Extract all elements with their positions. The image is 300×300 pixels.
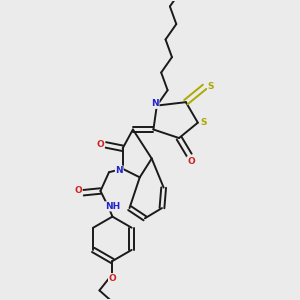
Text: O: O xyxy=(187,157,195,166)
Text: N: N xyxy=(116,166,123,175)
Text: O: O xyxy=(74,187,82,196)
Text: S: S xyxy=(201,118,207,127)
Text: S: S xyxy=(208,82,214,91)
Text: O: O xyxy=(109,274,116,283)
Text: O: O xyxy=(97,140,104,149)
Text: N: N xyxy=(151,99,159,108)
Text: NH: NH xyxy=(105,202,120,211)
